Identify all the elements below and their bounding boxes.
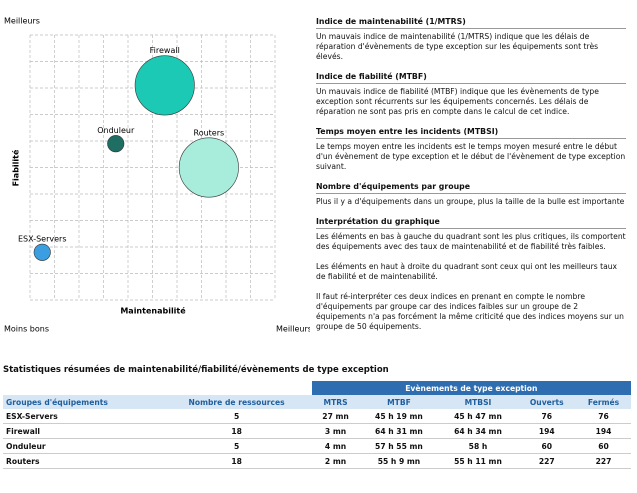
table-row: Onduleur 5 4 mn 57 h 55 mn 58 h 60 60	[3, 438, 631, 454]
table-cell: 2 mn	[311, 453, 360, 469]
column-header: Ouverts	[517, 395, 577, 409]
section-title: Interprétation du graphique	[316, 217, 626, 229]
column-header: Nombre de ressources	[161, 395, 312, 409]
bubble	[178, 137, 239, 198]
table-row: Firewall 18 3 mn 64 h 31 mn 64 h 34 mn 194 194	[3, 423, 631, 439]
top-label: Meilleurs	[4, 17, 40, 26]
column-header: MTRS	[311, 395, 360, 409]
section-title: Indice de fiabilité (MTBF)	[316, 72, 626, 84]
table-cell: 194	[576, 423, 631, 439]
table-cell: 18	[161, 453, 312, 469]
section-text: Le temps moyen entre les incidents est l…	[316, 142, 626, 171]
bottom-right-label: Meilleurs	[276, 325, 310, 334]
blank-header	[3, 381, 312, 395]
explanations: Indice de maintenabilité (1/MTRS) Un mauv…	[316, 17, 626, 342]
bubble-label: Onduleur	[97, 126, 135, 135]
table-title: Statistiques résumées de maintenabilité/…	[3, 365, 389, 375]
bubble	[33, 243, 51, 261]
table-cell: Onduleur	[3, 438, 162, 454]
y-axis-label: Fiabilité	[11, 149, 21, 186]
table-cell: Firewall	[3, 423, 162, 439]
table-cell: 5	[161, 409, 312, 424]
column-header: Fermés	[576, 395, 631, 409]
summary-table: Evènements de type exception Groupes d'é…	[3, 381, 631, 469]
bubble-label: Firewall	[150, 46, 180, 55]
table-cell: 227	[576, 453, 631, 469]
bubble-chart: Meilleurs Fiabilité Maintenabilité Moins…	[4, 17, 310, 334]
table-cell: 58 h	[438, 438, 518, 454]
table-cell: 18	[161, 423, 312, 439]
section-text: Un mauvais indice de maintenabilité (1/M…	[316, 32, 599, 61]
table-cell: 4 mn	[311, 438, 360, 454]
table-cell: 45 h 19 mn	[359, 409, 439, 424]
table-cell: 227	[517, 453, 577, 469]
table-cell: 60	[517, 438, 577, 454]
bottom-left-label: Moins bons	[4, 325, 49, 334]
section-text: Les éléments en bas à gauche du quadrant…	[316, 232, 626, 251]
section-text: Les éléments en haut à droite du quadran…	[316, 262, 618, 281]
table-cell: 55 h 9 mn	[359, 453, 439, 469]
table-cell: Routers	[3, 453, 162, 469]
table-cell: 76	[576, 409, 631, 424]
group-header: Evènements de type exception	[311, 381, 631, 395]
section-title: Temps moyen entre les incidents (MTBSI)	[316, 127, 626, 139]
bubble-label: ESX-Servers	[18, 235, 67, 244]
table-row: ESX-Servers 5 27 mn 45 h 19 mn 45 h 47 mn 76 7…	[3, 409, 631, 424]
section-title: Nombre d'équipements par groupe	[316, 182, 626, 194]
table-cell: 3 mn	[311, 423, 360, 439]
bubble-label: Routers	[194, 128, 225, 137]
table-cell: 57 h 55 mn	[359, 438, 439, 454]
table-cell: 45 h 47 mn	[438, 409, 518, 424]
table-cell: 27 mn	[311, 409, 360, 424]
table-cell: 5	[161, 438, 312, 454]
table-cell: 60	[576, 438, 631, 454]
x-axis-label: Maintenabilité	[120, 306, 186, 316]
bubble	[134, 55, 195, 116]
section-text: Plus il y a d'équipements dans un groupe…	[316, 197, 625, 206]
table-cell: 64 h 34 mn	[438, 423, 518, 439]
table-cell: 194	[517, 423, 577, 439]
table-cell: 76	[517, 409, 577, 424]
column-header: MTBSI	[438, 395, 518, 409]
column-header: MTBF	[359, 395, 439, 409]
table-cell: ESX-Servers	[3, 409, 162, 424]
table-cell: 55 h 11 mn	[438, 453, 518, 469]
section-title: Indice de maintenabilité (1/MTRS)	[316, 17, 626, 29]
table-row: Routers 18 2 mn 55 h 9 mn 55 h 11 mn 227 227	[3, 453, 631, 469]
section-text: Il faut ré-interpréter ces deux indices …	[316, 292, 624, 331]
section-text: Un mauvais indice de fiabilité (MTBF) in…	[316, 87, 599, 116]
table-cell: 64 h 31 mn	[359, 423, 439, 439]
bubble	[107, 135, 125, 153]
column-header: Groupes d'équipements	[3, 395, 162, 409]
